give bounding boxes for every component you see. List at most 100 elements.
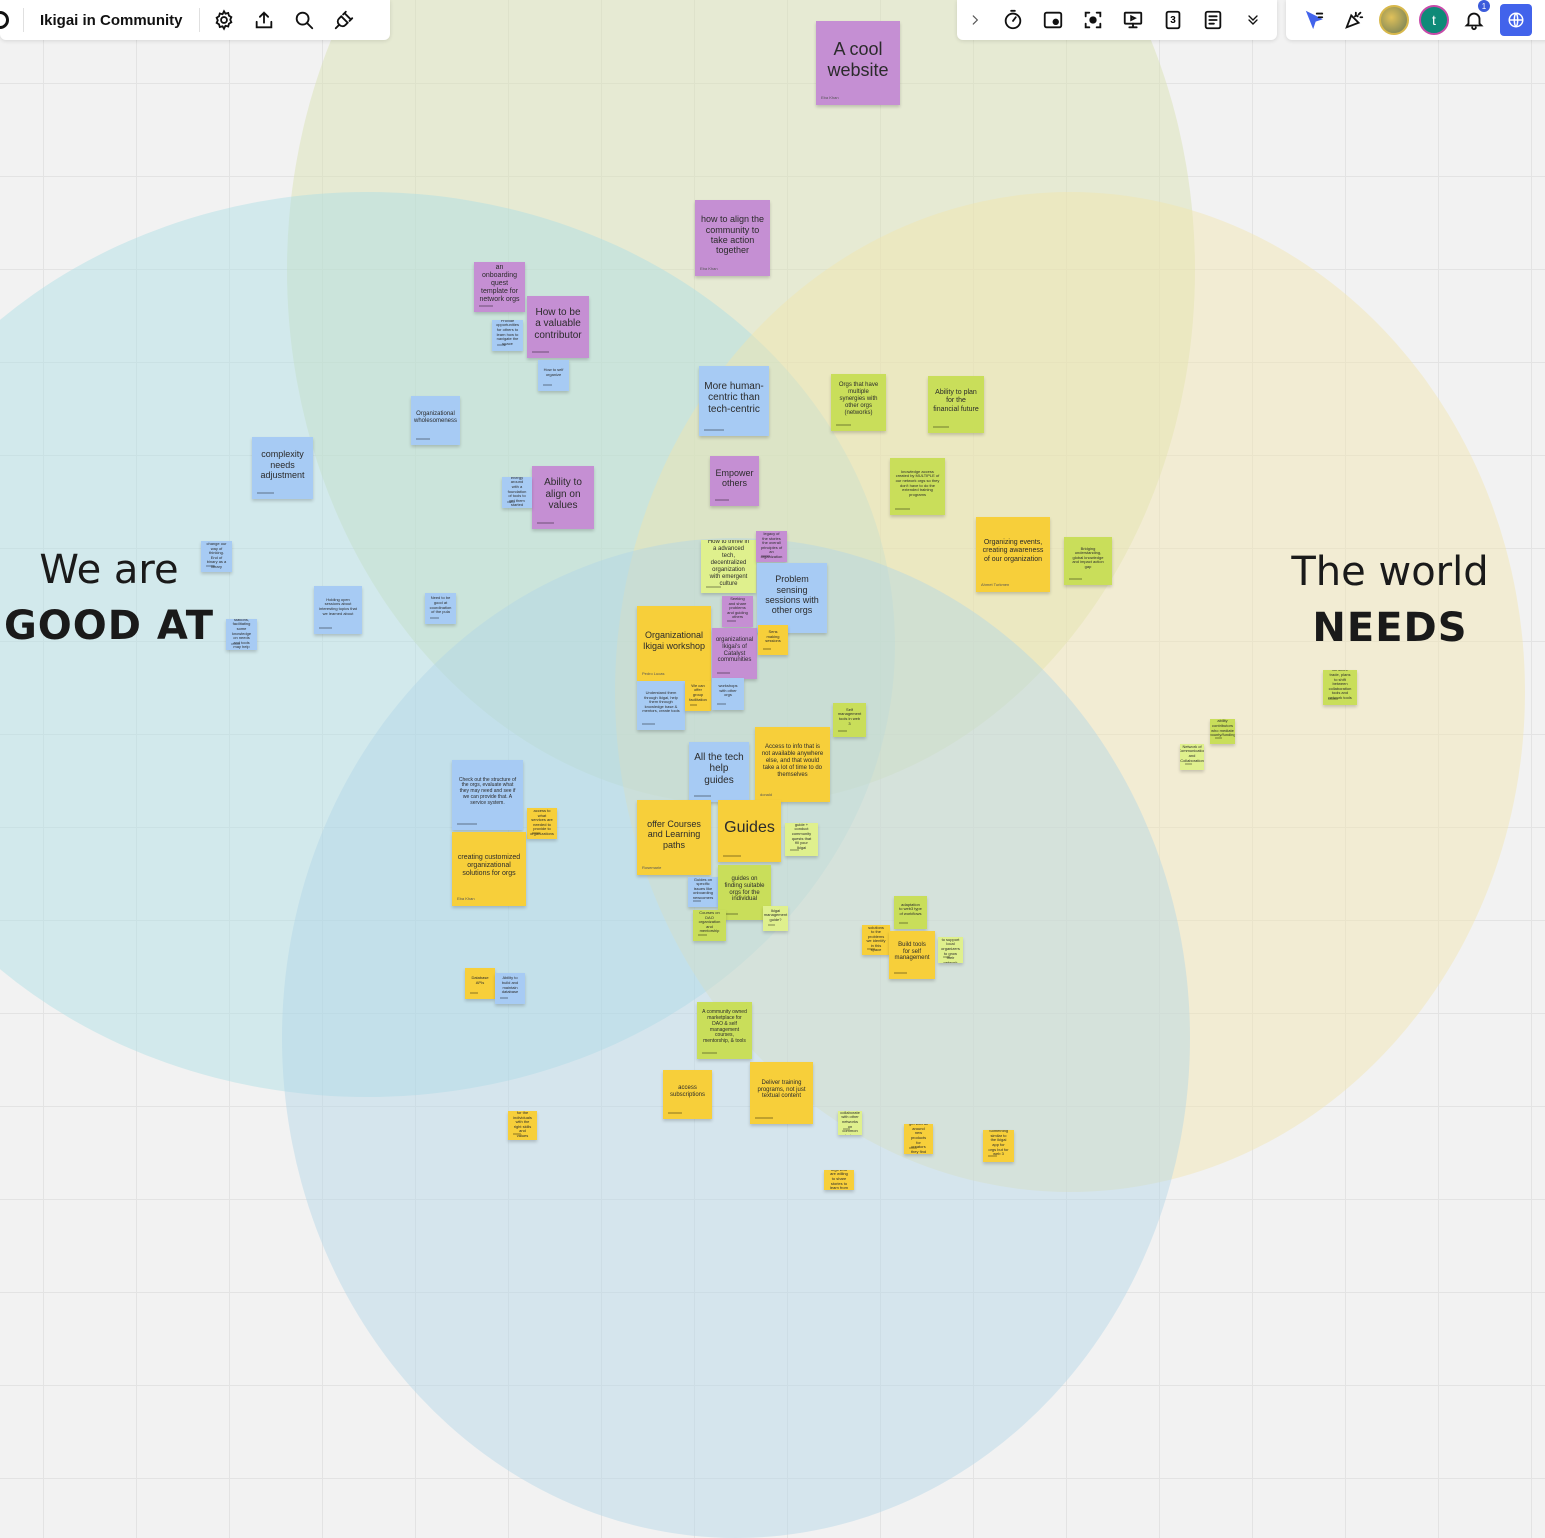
sticky-note[interactable]: an onboarding quest template for network… [474,262,525,312]
sticky-note-text: No short-trade, plans to shift between c… [1328,670,1352,700]
board-settings-button[interactable] [204,0,244,40]
sticky-note[interactable]: A community owned marketplace for DAO & … [697,1002,752,1059]
sticky-note[interactable]: Guides on specific issues like onboardin… [688,877,718,907]
sticky-note[interactable]: Shared space to collaborate with other n… [838,1111,862,1135]
party-popper-icon [1345,11,1364,29]
sticky-note[interactable]: adaptation to web3 type of workflows [894,896,927,929]
sticky-note[interactable]: Empower others [710,456,759,506]
sticky-note[interactable]: Bridging understanding, global knowledge… [1064,537,1112,585]
sticky-note[interactable]: No short-trade, plans to shift between c… [1323,670,1357,705]
sticky-note[interactable]: Organizing events, creating awareness of… [976,517,1050,592]
focus-mode-button[interactable] [1073,0,1113,40]
sticky-note[interactable]: Dashboard solutions to the problems we i… [862,925,890,955]
sticky-note[interactable]: Network of Communication and Collaborati… [1180,744,1204,770]
sticky-note[interactable]: Ikigai management guide? [763,906,788,931]
share-button[interactable] [1500,4,1532,36]
sticky-note[interactable]: Courses on DAO organization and mentorsh… [693,910,726,941]
sticky-note[interactable]: Understand them through Ikigai, help the… [637,681,685,730]
sticky-note[interactable]: A cool website Eba Khan [816,21,900,105]
sticky-note[interactable]: creating customized organizational solut… [452,832,526,906]
label-world-needs-line1: The world [1291,549,1489,595]
sticky-note[interactable]: Holding open sessions about interesting … [314,586,362,634]
frames-button[interactable]: 3 [1153,0,1193,40]
app-logo-icon[interactable] [0,11,9,29]
notification-badge: 1 [1478,0,1490,12]
sticky-note[interactable]: Orgs that have multiple synergies with o… [831,374,886,431]
cursor-follow-button[interactable] [1294,0,1334,40]
sticky-note[interactable]: knowledge access created by MULTIPLE of … [890,458,945,515]
sticky-note[interactable]: How to thrive in a advanced tech, decent… [701,540,756,593]
sticky-note[interactable]: offer Courses and Learning paths Rosemari… [637,800,711,875]
sticky-note[interactable]: network orgs who are willing to share st… [824,1170,854,1190]
sticky-note[interactable]: how to align the community to take actio… [695,200,770,276]
export-button[interactable] [244,0,284,40]
sticky-note[interactable]: How to self organize [538,360,569,391]
label-good-at-line1: We are [39,547,179,593]
sticky-note[interactable]: Ability to plan for the financial future [928,376,984,433]
celebrate-button[interactable] [1334,0,1374,40]
sticky-note-text: Organizational wholesomeness [413,410,458,424]
sticky-note[interactable]: access subscriptions [663,1070,712,1119]
avatar-user-2[interactable]: t [1414,0,1454,40]
sticky-note[interactable]: Guides [718,800,781,862]
label-world-needs[interactable]: The world NEEDS [1285,544,1495,656]
sticky-note[interactable]: Problem sensing sessions with other orgs [757,563,827,633]
board-title[interactable]: Ikigai in Community [40,11,183,29]
presentation-button[interactable] [1113,0,1153,40]
sticky-note[interactable]: Organizational Ikigai workshop Pedro Luca… [637,606,711,681]
search-button[interactable] [284,0,324,40]
sticky-note-text: Empower others [715,467,754,488]
sticky-note[interactable]: guide + conduct community quests that fi… [785,823,818,856]
notes-button[interactable] [1193,0,1233,40]
sticky-note[interactable]: we are trying to get with all around new… [904,1124,933,1154]
sticky-note[interactable]: ability contributors who mediate bounty/… [1210,719,1235,744]
sticky-note[interactable]: Needs to find access to what services ar… [527,808,557,839]
sticky-note[interactable]: Knowledge and tools to support local org… [938,937,963,963]
sticky-note[interactable]: Organizational wholesomeness [411,396,460,445]
sticky-note[interactable]: Investigate legacy of the stories the ov… [756,531,787,562]
label-good-at[interactable]: We are GOOD AT [0,542,218,654]
more-tools-button[interactable] [1233,0,1273,40]
sticky-note-text: How to self organize [543,366,564,377]
sticky-note[interactable]: Provide opportunities for others to lear… [492,320,523,351]
sticky-note-text: Guides [724,818,775,836]
sticky-note[interactable]: organizational Ikigai's of Catalyst comm… [712,628,757,679]
sticky-note[interactable]: complexity needs adjustment [252,437,313,499]
sticky-note[interactable]: workshops with other orgs [712,678,744,710]
avatar-user-1[interactable] [1374,0,1414,40]
sticky-note[interactable]: Self management tools in web 3 [833,703,866,737]
sticky-note[interactable]: Check out the structure of the orgs, eva… [452,760,523,830]
sticky-note-text: All the tech help guides [694,751,744,786]
notifications-button[interactable]: 1 [1454,0,1494,40]
focus-icon [1084,11,1102,29]
voting-button[interactable] [1033,0,1073,40]
sticky-note-text: Sens making sessions [765,629,781,644]
sticky-note[interactable]: Toolkits for the individuals with the ri… [508,1111,537,1140]
sticky-note[interactable]: guides on finding suitable orgs for the … [718,865,771,920]
sticky-note[interactable]: Seeking and share problems and guiding o… [722,596,753,627]
sticky-note[interactable]: Build tools for self management [889,931,935,979]
sticky-note[interactable]: Something similar to the ikigai app for … [983,1130,1014,1162]
sticky-note[interactable]: More human-centric than tech-centric [699,366,769,436]
sticky-note[interactable]: Ability to align on values [532,466,594,529]
sticky-note[interactable]: Need to be good at coordination of the p… [425,593,456,624]
sticky-note[interactable]: We need to change our way of thinking. E… [201,541,232,572]
sticky-note[interactable]: Sens making sessions [758,625,788,655]
expand-toolbar-button[interactable] [957,0,993,40]
timer-button[interactable] [993,0,1033,40]
sticky-note[interactable]: How to be a valuable contributor [527,296,589,358]
sticky-note[interactable]: Design stations, facilitating some knowl… [226,619,257,650]
sticky-note-text: A cool website [827,39,889,80]
sticky-note-text: network orgs who are willing to share st… [829,1170,848,1190]
sticky-note[interactable]: Database APIs [465,968,495,999]
sticky-note[interactable]: Deliver training programs, not just text… [750,1062,813,1124]
sticky-note[interactable]: We can offer group facilitation [685,681,711,711]
sticky-note[interactable]: All the tech help guides [689,742,749,802]
bell-icon [1464,12,1484,31]
upload-icon [255,11,272,29]
sticky-note[interactable]: Ability to build and maintain database [495,973,525,1004]
integrations-button[interactable] [324,0,364,40]
board-toolbar: Ikigai in Community [0,0,390,40]
sticky-note[interactable]: Access to info that is not available any… [755,727,830,802]
sticky-note[interactable]: Aligning energy around with a foundation… [502,477,532,508]
